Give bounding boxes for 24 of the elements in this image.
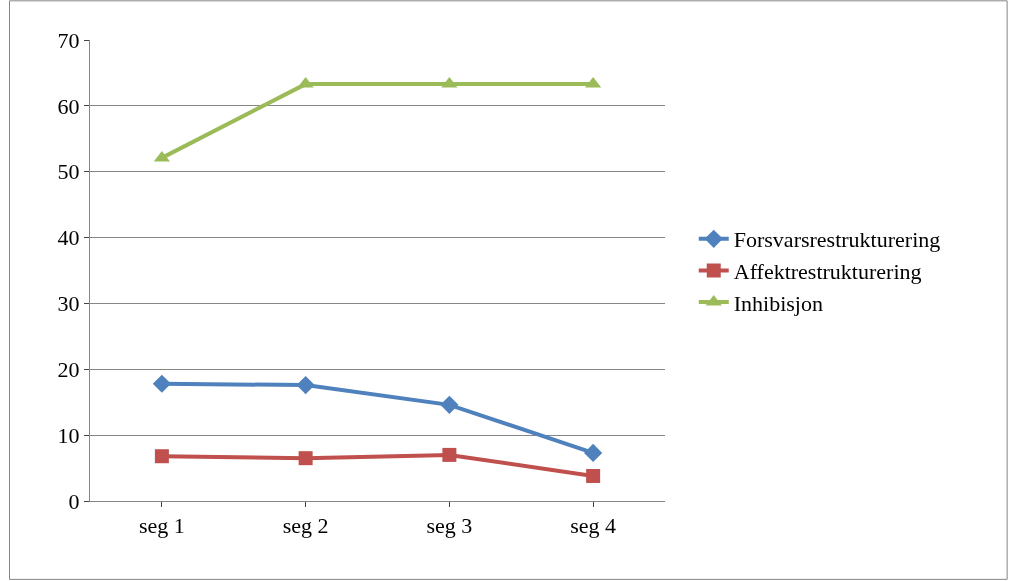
y-tick-label: 20 [57,356,80,382]
x-tick-label: seg 3 [426,513,473,539]
legend-label: Forsvarsrestrukturering [733,227,941,253]
point [584,443,603,463]
legend-label: Inhibisjon [733,290,823,316]
point [154,449,169,464]
point [440,395,459,414]
point [586,468,601,483]
y-tick-label: 0 [68,488,80,514]
y-tick-label: 40 [57,225,80,251]
x-tick-label: seg 1 [138,513,185,539]
y-tick-label: 70 [57,27,80,53]
point [152,374,171,393]
legend-label: Affektrestrukturering [733,258,922,284]
y-tick-label: 50 [57,159,80,185]
x-tick-label: seg 4 [570,513,617,539]
point [153,150,170,162]
point [442,447,457,462]
y-tick-label: 30 [57,291,80,317]
y-tick-label: 10 [57,422,80,448]
x-tick-label: seg 2 [282,513,329,539]
point [296,375,315,395]
point [298,451,313,466]
y-tick-label: 60 [57,93,80,119]
